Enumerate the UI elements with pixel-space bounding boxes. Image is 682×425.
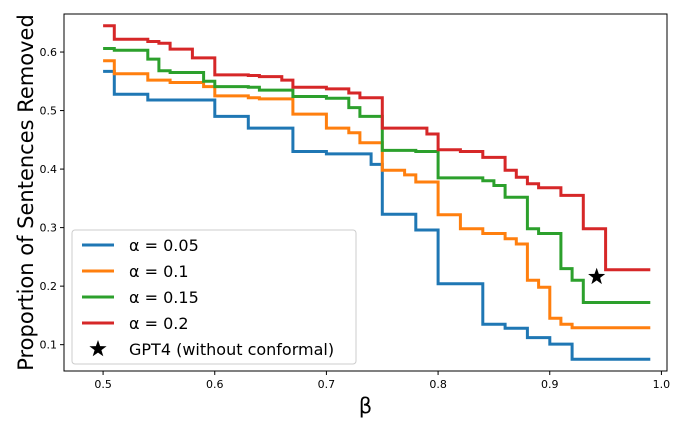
legend-entry: α = 0.1 bbox=[82, 262, 189, 281]
legend-entry: GPT4 (without conformal) bbox=[89, 340, 334, 359]
y-tick-label: 0.3 bbox=[40, 222, 58, 235]
legend-box bbox=[71, 229, 357, 365]
x-tick-label: 0.7 bbox=[318, 378, 336, 391]
series-line-3 bbox=[103, 47, 651, 304]
legend-label: α = 0.15 bbox=[129, 288, 199, 307]
series-line-4 bbox=[103, 24, 651, 272]
x-tick-label: 0.5 bbox=[94, 378, 112, 391]
x-tick-label: 1.0 bbox=[653, 378, 671, 391]
x-axis: 0.5 0.6 0.7 0.8 0.9 1.0 bbox=[94, 371, 670, 391]
y-tick-label: 0.1 bbox=[40, 339, 58, 352]
y-tick-label: 0.5 bbox=[40, 105, 58, 118]
y-axis-label: Proportion of Sentences Removed bbox=[14, 14, 38, 371]
y-tick-label: 0.2 bbox=[40, 280, 58, 293]
x-tick-label: 0.8 bbox=[429, 378, 447, 391]
y-tick-label: 0.4 bbox=[40, 163, 58, 176]
legend-label: GPT4 (without conformal) bbox=[129, 340, 334, 359]
x-axis-label: β bbox=[359, 394, 372, 418]
legend-entry: α = 0.2 bbox=[82, 314, 189, 333]
legend-label: α = 0.05 bbox=[129, 236, 199, 255]
legend-entry: α = 0.05 bbox=[82, 236, 199, 255]
gpt4-star-marker bbox=[588, 267, 606, 285]
x-tick-label: 0.6 bbox=[206, 378, 224, 391]
series-line-1 bbox=[103, 69, 651, 361]
series-line-2 bbox=[103, 59, 651, 330]
legend-label: α = 0.1 bbox=[129, 262, 189, 281]
y-tick-label: 0.6 bbox=[40, 46, 58, 59]
plot-area-frame bbox=[63, 13, 668, 372]
y-axis: 0.1 0.2 0.3 0.4 0.5 0.6 bbox=[40, 46, 64, 352]
series-layer bbox=[103, 24, 651, 361]
marker-layer bbox=[588, 267, 606, 285]
legend-star-swatch bbox=[89, 340, 107, 357]
x-tick-label: 0.9 bbox=[541, 378, 559, 391]
legend-label: α = 0.2 bbox=[129, 314, 189, 333]
legend: α = 0.05 α = 0.1 α = 0.15 α = 0.2 GPT4 (with… bbox=[71, 229, 357, 365]
legend-entry: α = 0.15 bbox=[82, 288, 199, 307]
